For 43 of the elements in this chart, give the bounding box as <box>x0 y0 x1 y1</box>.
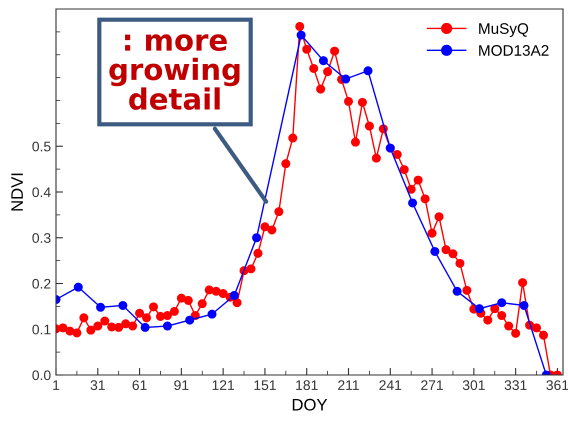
x-tick-label: 361 <box>546 380 568 390</box>
x-tick-label: 151 <box>254 380 276 390</box>
legend-label: MOD13A2 <box>479 45 548 56</box>
y-tick-label: 0.4 <box>32 187 51 198</box>
point <box>230 290 239 300</box>
x-tick-label: 1 <box>53 380 60 390</box>
y-tick-label: 0.2 <box>32 278 50 289</box>
x-axis-title: DOY <box>292 398 328 411</box>
point <box>140 322 150 332</box>
x-tick-label: 91 <box>174 380 188 390</box>
x-tick-label: 241 <box>379 380 402 390</box>
x-tick-label: 331 <box>504 380 527 390</box>
point <box>207 310 217 319</box>
x-tick-label: 271 <box>421 380 443 390</box>
x-tick-label: 61 <box>132 380 147 390</box>
point <box>162 322 172 331</box>
point <box>252 233 262 242</box>
point <box>363 66 373 76</box>
x-tick-label: 181 <box>296 380 318 390</box>
point <box>185 316 194 325</box>
point <box>519 300 529 310</box>
legend-label: MuSyQ <box>479 23 528 37</box>
point <box>74 282 83 292</box>
point <box>296 30 306 40</box>
annotation: : more growing detail <box>109 34 240 110</box>
point <box>118 300 128 310</box>
point <box>408 198 418 208</box>
point <box>497 298 506 308</box>
x-tick-label: 31 <box>90 380 105 390</box>
x-tick-label: 211 <box>338 380 359 390</box>
x-tick-label: 121 <box>212 380 234 390</box>
point <box>96 302 106 312</box>
y-axis-title: NDVI <box>11 174 23 211</box>
x-tick-label: 301 <box>462 380 485 390</box>
point <box>452 286 462 296</box>
y-tick-label: 0.3 <box>32 233 51 243</box>
point <box>318 56 328 66</box>
y-tick-label: 0.5 <box>32 142 51 152</box>
point <box>474 304 484 314</box>
y-tick-label: 0.0 <box>32 370 51 380</box>
point <box>430 246 440 256</box>
y-tick-label: 0.1 <box>32 324 50 334</box>
point <box>341 74 350 84</box>
